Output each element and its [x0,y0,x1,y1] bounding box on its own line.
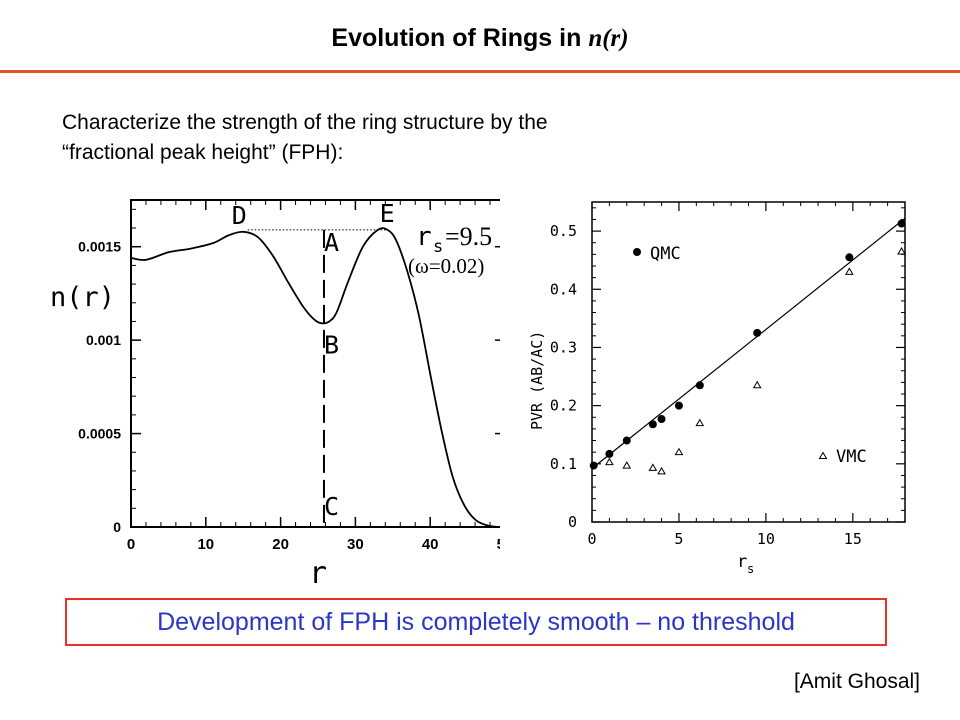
pvr-y-tick-label: 0 [568,513,577,531]
nr-x-tick-label: 50 [497,536,500,553]
pvr-x-tick-label: 10 [757,530,775,548]
annotation-c: C [324,492,339,521]
pvr-x-axis-subscript: s [747,562,754,576]
pvr-y-tick-label: 0.4 [550,280,577,298]
pvr-y-axis-label: PVR (AB/AC) [528,331,546,430]
vmc-legend-marker [818,451,828,459]
omega-label: (ω=0.02) [408,254,484,278]
pvr-fit-line [591,217,906,469]
pvr-x-tick-label: 15 [844,530,862,548]
vmc-point [657,466,666,475]
pvr-x-tick-label: 0 [587,530,596,548]
nr-y-axis-label: n(r) [50,282,115,313]
rs-value: =9.5 [445,222,492,251]
nr-density-chart: 0 10 20 30 40 50 0 0.0005 0.001 0.0015 D E A B C n(r)… [50,199,500,590]
slide-title: Evolution of Rings in n(r) [0,24,960,53]
conclusion-box: Development of FPH is completely smooth … [65,598,887,646]
pvr-y-tick-label: 0.3 [550,338,577,356]
vmc-legend-label: VMC [836,447,867,467]
qmc-legend-marker [633,248,641,256]
qmc-point [897,219,906,228]
vmc-series [605,246,906,475]
vmc-point [695,418,705,427]
vmc-point [674,447,684,456]
nr-x-tick-label: 30 [347,536,364,553]
qmc-point [589,461,598,470]
title-italic-text: n(r) [588,25,629,52]
rs-label: r s =9.5 [416,222,492,257]
nr-curve [130,227,500,529]
qmc-point [648,420,657,429]
vmc-point [605,457,614,466]
vmc-point [844,267,854,275]
nr-tick-labels: 0 10 20 30 40 50 0 0.0005 0.001 0.0015 [78,239,500,553]
nr-x-tick-label: 10 [197,536,214,553]
annotation-e: E [380,199,395,228]
conclusion-text: Development of FPH is completely smooth … [157,607,795,636]
vmc-point [622,461,632,469]
rs-symbol: r [416,222,432,252]
nr-y-tick-label: 0.0015 [78,239,121,255]
qmc-series [589,219,906,470]
annotation-b: B [324,330,339,359]
nr-x-tick-label: 0 [127,536,135,553]
qmc-point [753,328,762,337]
nr-y-tick-label: 0 [113,519,121,535]
credit-text: [Amit Ghosal] [793,670,920,693]
annotation-d: D [232,201,247,230]
qmc-point [695,381,704,390]
nr-y-tick-label: 0.0005 [78,426,121,442]
title-text: Evolution of Rings in [331,24,589,52]
vmc-point [752,380,762,389]
pvr-tick-labels: 0 5 10 15 0 0.1 0.2 0.3 0.4 0.5 [550,222,862,548]
title-divider [0,70,960,73]
pvr-x-tick-label: 5 [674,530,683,548]
vmc-point [897,246,906,255]
pvr-y-tick-label: 0.1 [550,455,577,473]
nr-plot-frame [130,199,500,528]
qmc-point [657,415,666,424]
pvr-scatter-chart: 0 5 10 15 0 0.1 0.2 0.3 0.4 0.5 QMC VMC PVR (AB/A… [528,201,906,576]
pvr-ticks [591,202,905,523]
intro-line-2: “fractional peak height” (FPH): [62,141,344,164]
nr-x-tick-label: 40 [422,536,439,553]
annotation-a: A [324,228,339,257]
pvr-x-axis-symbol: r [737,552,747,572]
pvr-y-tick-label: 0.5 [550,222,577,240]
rs-subscript: s [433,237,443,257]
nr-annotations: D E A B C [232,199,395,521]
qmc-point [622,436,631,445]
intro-line-1: Characterize the strength of the ring st… [62,111,548,134]
nr-y-tick-label: 0.001 [86,332,121,348]
nr-x-axis-label: r [309,556,327,590]
vmc-point [648,463,658,471]
nr-x-tick-label: 20 [272,536,289,553]
qmc-legend-label: QMC [650,244,681,264]
qmc-point [605,449,614,458]
nr-ticks [130,200,500,528]
pvr-y-tick-label: 0.2 [550,397,577,415]
qmc-point [674,401,683,410]
pvr-x-axis-label: r s [737,552,754,576]
qmc-point [845,253,854,262]
